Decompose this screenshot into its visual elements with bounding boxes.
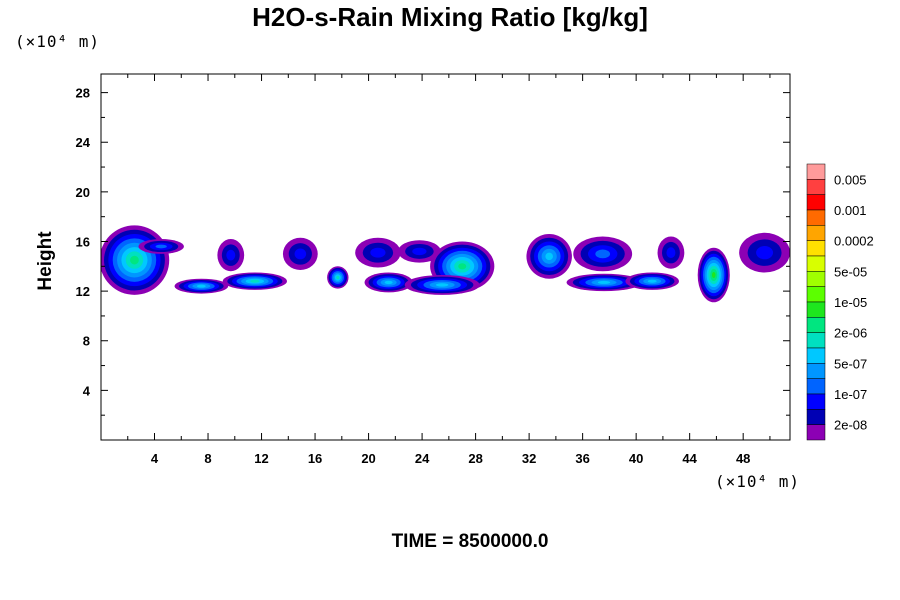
- contour-cell: [404, 274, 480, 295]
- contour-cell: [217, 239, 245, 272]
- contour-cell: [566, 273, 642, 292]
- colorbar-swatch: [806, 194, 826, 211]
- y-tick-label: 16: [76, 234, 90, 249]
- colorbar-label: 0.001: [834, 203, 867, 218]
- colorbar-swatch: [806, 393, 826, 410]
- contour-level-5: [545, 252, 553, 261]
- contour-cell: [327, 266, 349, 289]
- y-tick-label: 8: [83, 334, 90, 349]
- contour-level-8: [711, 271, 716, 279]
- colorbar-swatch: [806, 286, 826, 303]
- contour-level-6: [250, 279, 260, 283]
- x-tick-label: 44: [682, 451, 697, 466]
- contour-level-5: [435, 283, 449, 287]
- colorbar-swatch: [806, 332, 826, 349]
- colorbar-swatch: [806, 424, 826, 441]
- contour-cell: [138, 239, 184, 254]
- colorbar-label: 5e-07: [834, 356, 867, 371]
- x-axis-unit: (×10⁴ m): [715, 472, 801, 491]
- plot-frame: [100, 73, 791, 441]
- colorbar-swatch: [806, 409, 826, 425]
- contour-level-6: [336, 275, 340, 280]
- x-tick-label: 8: [204, 451, 211, 466]
- colorbar-swatch: [806, 347, 826, 364]
- contour-cell: [355, 237, 401, 268]
- contour-level-3: [595, 249, 611, 259]
- colorbar-swatch: [806, 163, 826, 180]
- x-tick-label: 32: [522, 451, 536, 466]
- y-tick-label: 4: [83, 383, 91, 398]
- contour-cell: [625, 272, 679, 290]
- contour-cell: [364, 272, 413, 293]
- y-tick-label: 20: [76, 185, 90, 200]
- y-tick-label: 24: [76, 135, 91, 150]
- contour-level-2: [294, 248, 307, 260]
- colorbar: 0.005 0.001 0.0002 5e-05 1e-05 2e-06 5e-07 1e-0…: [806, 163, 874, 441]
- contour-level-5: [196, 284, 206, 288]
- colorbar-label: 1e-07: [834, 387, 867, 402]
- contour-level-5: [384, 280, 393, 285]
- colorbar-label: 0.005: [834, 172, 867, 187]
- x-tick-label: 40: [629, 451, 643, 466]
- x-tick-label: 28: [468, 451, 482, 466]
- colorbar-swatch: [806, 378, 826, 395]
- contour-level-2: [226, 249, 236, 261]
- contour-level-2: [412, 247, 427, 256]
- contour-level-5: [647, 279, 657, 283]
- colorbar-label: 2e-08: [834, 418, 867, 433]
- colorbar-swatch: [806, 255, 826, 272]
- x-tick-label: 48: [736, 451, 750, 466]
- colorbar-label: 1e-05: [834, 295, 867, 310]
- y-tick-label: 12: [76, 284, 90, 299]
- contour-cells: [101, 225, 790, 303]
- colorbar-swatch: [806, 179, 826, 195]
- contour-level-2: [666, 247, 676, 259]
- contour-level-7: [458, 263, 467, 270]
- colorbar-swatch: [806, 240, 826, 257]
- contour-level-2: [756, 246, 774, 260]
- time-footer: TIME = 8500000.0: [391, 531, 549, 552]
- x-tick-label: 20: [361, 451, 375, 466]
- colorbar-swatch: [806, 363, 826, 379]
- contour-cell: [222, 272, 287, 290]
- x-tick-label: 12: [254, 451, 268, 466]
- contour-cell: [526, 234, 572, 279]
- contour-cell: [739, 232, 790, 273]
- x-tick-label: 16: [308, 451, 322, 466]
- contour-cell: [398, 240, 441, 263]
- x-tick-label: 36: [575, 451, 589, 466]
- x-tick-label: 24: [415, 451, 430, 466]
- chart-title: H2O-s-Rain Mixing Ratio [kg/kg]: [252, 2, 648, 32]
- contour-cell: [282, 237, 318, 271]
- colorbar-label: 5e-05: [834, 264, 867, 279]
- contour-level-5: [597, 280, 611, 284]
- colorbar-swatch: [806, 317, 826, 333]
- x-tick-label: 4: [151, 451, 159, 466]
- y-axis-unit: (×10⁴ m): [15, 32, 101, 51]
- colorbar-label: 0.0002: [834, 234, 874, 249]
- colorbar-swatch: [806, 209, 826, 226]
- colorbar-swatch: [806, 225, 826, 241]
- contour-level-2: [370, 247, 386, 258]
- contour-level-7: [130, 255, 139, 265]
- contour-cell: [657, 236, 685, 269]
- contour-cell: [697, 247, 730, 303]
- contour-level-3: [155, 244, 167, 249]
- contour-cell: [101, 225, 170, 295]
- contour-cell: [174, 278, 229, 294]
- colorbar-swatch: [806, 301, 826, 318]
- y-tick-label: 28: [76, 86, 90, 101]
- colorbar-label: 2e-06: [834, 326, 867, 341]
- colorbar-swatch: [806, 271, 826, 287]
- contour-cell: [573, 236, 633, 272]
